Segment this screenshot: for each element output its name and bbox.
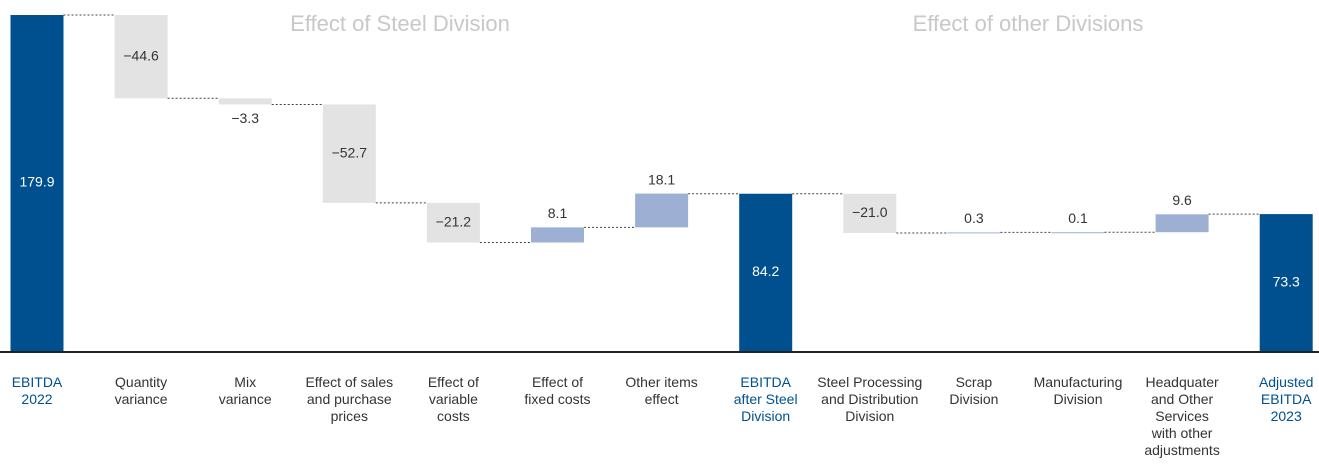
x-tick-label: EBITDA 2022 (11, 374, 63, 407)
value-label: −52.7 (332, 144, 368, 160)
value-label: 0.3 (964, 210, 984, 226)
x-tick-label: Other items effect (625, 374, 698, 407)
x-tick-label: Effect of variable costs (427, 374, 479, 424)
total-bar (1259, 214, 1313, 351)
x-tick-label: Scrap Division (949, 374, 999, 407)
value-label: 8.1 (548, 205, 568, 221)
value-label: −44.6 (123, 47, 159, 63)
total-bar (739, 193, 793, 351)
delta-bar (947, 232, 1001, 234)
total-bar (10, 15, 64, 351)
value-label: 18.1 (648, 171, 675, 187)
delta-bar (843, 193, 897, 233)
value-label: 9.6 (1172, 192, 1192, 208)
x-tick-label: Effect of fixed costs (524, 374, 591, 407)
value-label: −21.2 (436, 213, 472, 229)
x-tick-label: Mix variance (218, 374, 272, 407)
value-label: 84.2 (752, 263, 779, 279)
value-label: 179.9 (19, 174, 54, 190)
value-label: 0.1 (1068, 210, 1088, 226)
delta-bar (426, 202, 480, 243)
x-tick-label: Effect of sales and purchase prices (305, 374, 394, 424)
delta-bar (114, 15, 168, 99)
section-header: Effect of Steel Division (290, 11, 510, 36)
value-label: 73.3 (1273, 273, 1300, 289)
delta-bar (218, 98, 272, 105)
delta-bar (322, 104, 376, 203)
x-tick-label: Manufacturing Division (1033, 374, 1123, 407)
section-header: Effect of other Divisions (913, 11, 1144, 36)
delta-bar (1051, 232, 1105, 234)
x-tick-label: Headquater and Other Services with other… (1144, 374, 1220, 458)
value-label: −21.0 (852, 204, 888, 220)
x-tick-label: Steel Processing and Distribution Divisi… (817, 374, 923, 424)
delta-bar (1155, 214, 1209, 233)
value-label: −3.3 (231, 110, 259, 126)
delta-bar (635, 193, 689, 228)
x-tick-label: EBITDA after Steel Division (733, 374, 798, 424)
delta-bar (531, 227, 584, 243)
x-tick-label: Quantity variance (114, 374, 168, 407)
x-tick-label: Adjusted EBITDA 2023 (1258, 374, 1314, 424)
